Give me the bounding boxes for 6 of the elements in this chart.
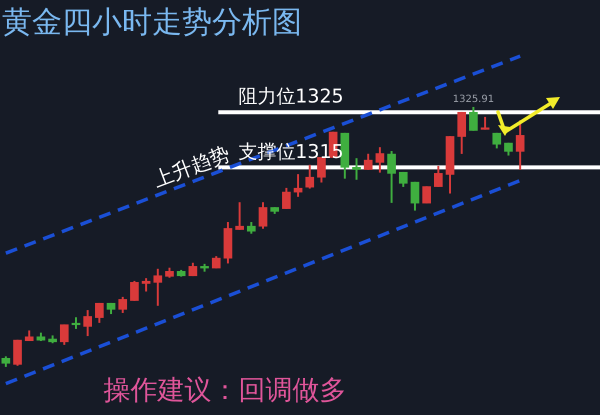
annotation: 1325.91 [452, 94, 494, 105]
annotation: 操作建议：回调做多 [104, 375, 346, 406]
chart-title: 黄金四小时走势分析图 [2, 4, 302, 42]
ref-line-label: 阻力位1325 [238, 86, 344, 108]
annotation: 上升趋势 [150, 140, 234, 192]
candlestick [422, 186, 431, 204]
